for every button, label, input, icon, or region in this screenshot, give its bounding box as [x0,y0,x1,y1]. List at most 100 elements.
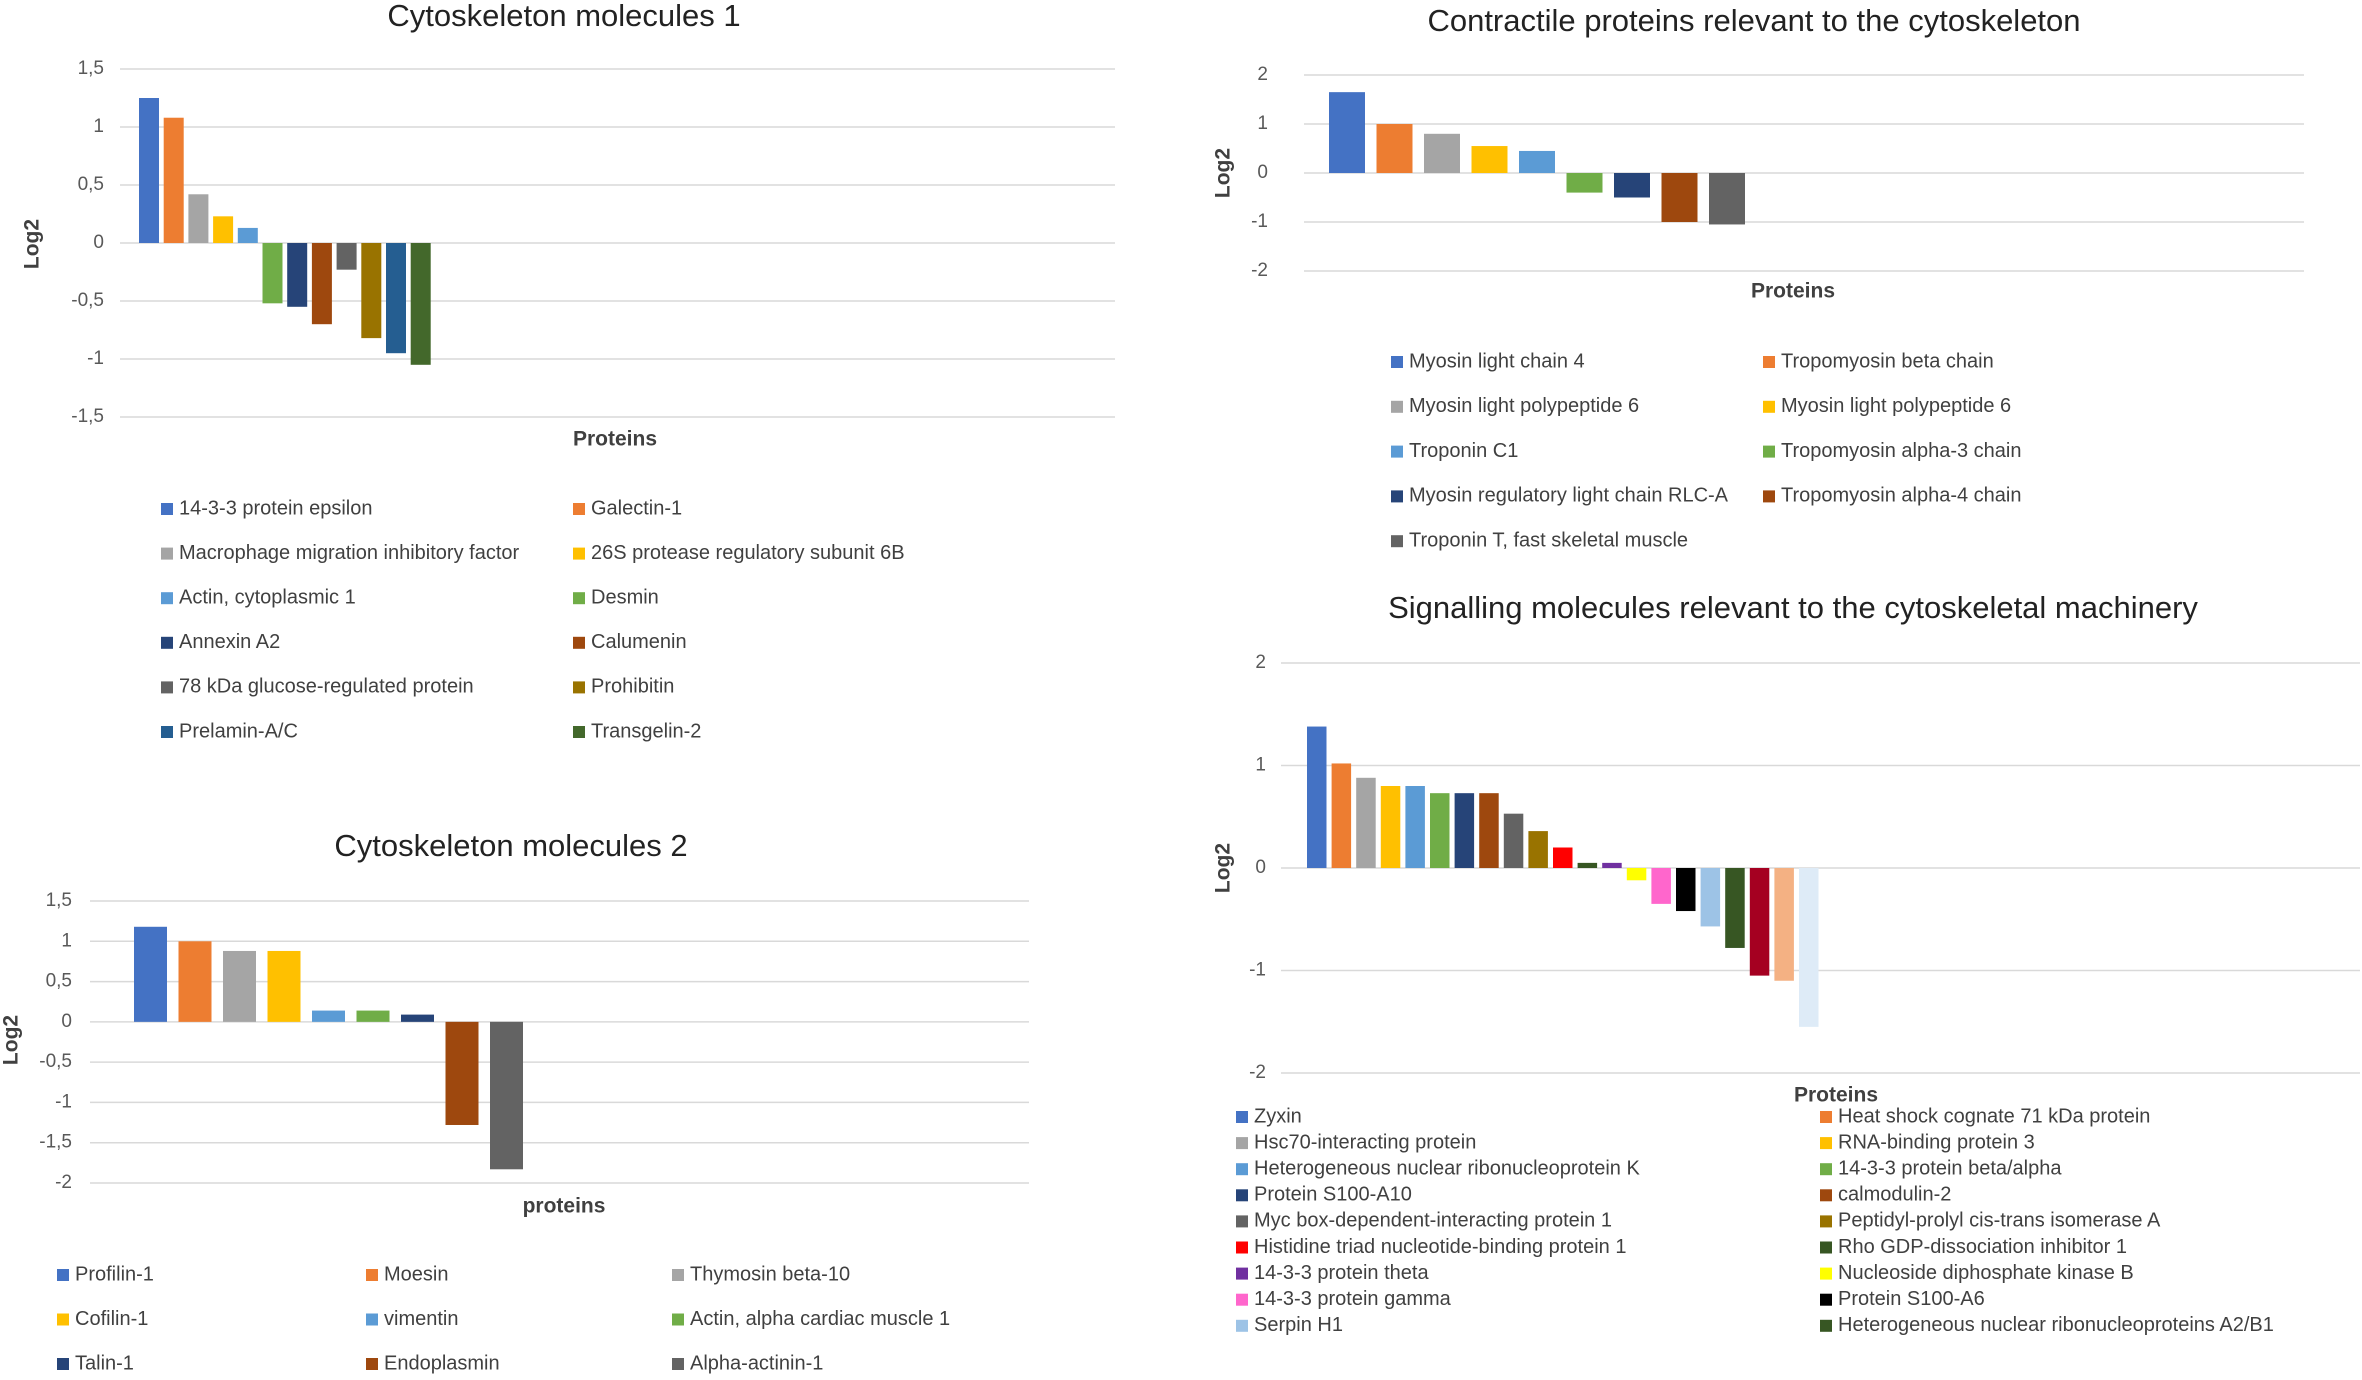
legend-swatch [1236,1215,1248,1228]
y-tick-label: 2 [1255,652,1266,673]
bar [401,1014,434,1022]
legend-swatch [1820,1293,1832,1306]
legend-swatch [1820,1215,1832,1228]
legend-swatch [672,1269,684,1281]
legend-label: Heterogeneous nuclear ribonucleoproteins… [1838,1314,2274,1336]
legend-swatch [1236,1189,1248,1202]
legend-label: Myosin light polypeptide 6 [1781,395,2011,417]
legend-label: Actin, alpha cardiac muscle 1 [690,1308,950,1330]
legend-swatch [1236,1319,1248,1332]
legend-label: Talin-1 [75,1352,134,1374]
legend-swatch [57,1269,69,1281]
legend-swatch [573,547,585,560]
legend-label: 14-3-3 protein gamma [1254,1288,1452,1310]
legend-label: Troponin C1 [1409,440,1518,462]
bar [361,243,382,339]
y-tick-label: -2 [55,1172,72,1193]
legend-label: Zyxin [1254,1105,1302,1127]
legend-swatch [57,1358,69,1370]
y-tick-label: 0 [61,1011,72,1032]
legend-label: Protein S100-A10 [1254,1184,1412,1206]
bar [490,1021,523,1170]
bar [237,227,258,243]
legend-swatch [366,1313,378,1326]
legend-swatch [1820,1189,1832,1202]
legend-swatch [161,547,173,560]
legend-label: Heat shock cognate 71 kDa protein [1838,1105,2150,1127]
y-tick-label: -1,5 [39,1132,72,1153]
bar [1725,868,1745,948]
legend-label: RNA-binding protein 3 [1838,1131,2035,1153]
y-tick-label: 1,5 [78,58,104,79]
y-tick-label: 0 [1255,857,1266,878]
legend-swatch [1236,1111,1248,1123]
legend-label: Serpin H1 [1254,1314,1343,1336]
legend-label: Myosin light polypeptide 6 [1409,395,1639,417]
legend-swatch [1763,400,1775,413]
bar [445,1021,479,1125]
y-tick-label: 0,5 [78,174,104,195]
bar [311,243,332,325]
legend-swatch [1236,1241,1248,1254]
bar [1749,868,1770,976]
legend-label: Actin, cytoplasmic 1 [179,586,356,608]
y-axis-label: Log2 [1212,843,1235,893]
legend-label: Endoplasmin [384,1352,500,1374]
legend-label: Galectin-1 [591,497,682,519]
y-tick-label: 1 [1257,113,1268,134]
legend-swatch [161,592,173,605]
legend-label: Desmin [591,586,659,608]
legend-label: Prelamin-A/C [179,720,298,742]
bar [1602,862,1622,868]
legend-label: Myosin light chain 4 [1409,350,1585,372]
legend-swatch [366,1269,378,1281]
y-tick-label: -1 [1251,211,1268,232]
bar [1454,793,1475,868]
legend-swatch [366,1358,378,1370]
bar [1376,124,1413,173]
legend-swatch [161,636,173,649]
legend-swatch [161,681,173,694]
legend-label: Protein S100-A6 [1838,1288,1985,1310]
bar [139,98,159,243]
y-tick-label: 1,5 [46,890,72,911]
y-tick-label: -0,5 [71,290,104,311]
bar [410,243,431,365]
legend-swatch [672,1313,684,1326]
bar [1471,146,1508,173]
legend-swatch [1391,400,1403,413]
bar [188,194,209,243]
y-tick-label: -1 [55,1091,72,1112]
legend-swatch [1820,1267,1832,1280]
y-tick-label: -2 [1251,260,1268,281]
bar [163,117,184,243]
y-axis-label: Log2 [1212,148,1235,198]
legend-swatch [161,726,173,738]
legend-label: Annexin A2 [179,631,280,653]
legend-label: Thymosin beta-10 [690,1263,850,1285]
legend-label: Cofilin-1 [75,1308,148,1330]
legend-label: Histidine triad nucleotide-binding prote… [1254,1236,1626,1258]
legend-label: Troponin T, fast skeletal muscle [1409,529,1688,551]
legend-swatch [1763,490,1775,503]
bar [1626,868,1647,881]
legend-swatch [1820,1163,1832,1176]
bar [1329,92,1365,173]
bar [1553,847,1573,868]
y-tick-label: -1 [1249,960,1266,981]
bar [1424,133,1460,173]
legend-label: Alpha-actinin-1 [690,1352,823,1374]
legend-label: 14-3-3 protein theta [1254,1262,1429,1284]
x-axis-label: Proteins [1794,1084,1878,1107]
bar [356,1010,390,1022]
bar [1774,868,1794,981]
bar [1577,862,1598,868]
bar [1503,813,1524,868]
legend-swatch [573,726,585,738]
legend-label: Heterogeneous nuclear ribonucleoprotein … [1254,1157,1640,1179]
legend-swatch [1236,1163,1248,1176]
bar [1528,831,1548,868]
y-tick-label: 2 [1257,64,1268,85]
legend-label: Nucleoside diphosphate kinase B [1838,1262,2134,1284]
legend-swatch [573,503,585,515]
